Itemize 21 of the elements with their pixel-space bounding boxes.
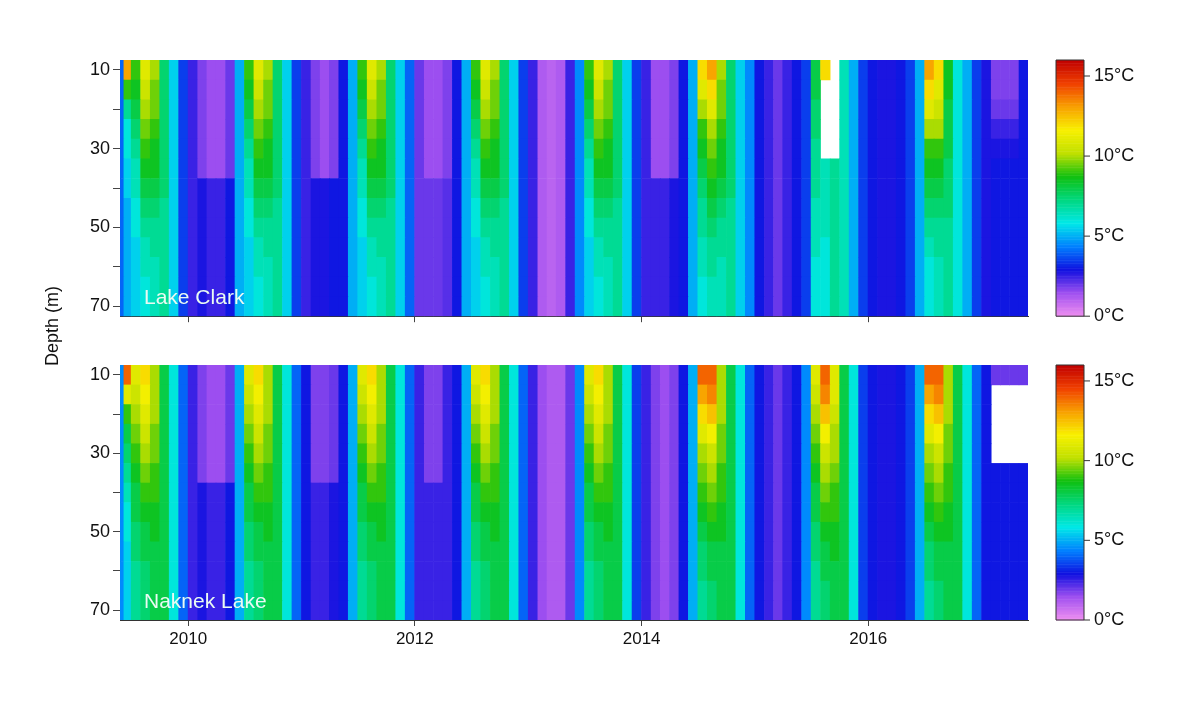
x-tick-label: 2014 [622, 628, 661, 648]
color-bar-label: 15°C [1094, 64, 1135, 85]
y-tick-label: 10 [89, 58, 110, 79]
color-bar-label: 5°C [1094, 529, 1125, 550]
y-axis-title: Depth (m) [41, 285, 63, 367]
color-bar-label: 0°C [1094, 608, 1125, 629]
y-tick-label: 70 [89, 295, 110, 316]
y-tick-label: 70 [89, 599, 110, 620]
y-tick-label: 30 [89, 137, 110, 158]
y-tick-label: 30 [89, 442, 110, 463]
y-tick-label: 50 [89, 216, 110, 237]
x-tick-label: 2016 [849, 628, 888, 648]
y-tick-label: 10 [89, 363, 110, 384]
y-tick-label: 50 [89, 520, 110, 541]
color-bar-label: 10°C [1094, 449, 1135, 470]
color-bar-label: 10°C [1094, 145, 1135, 166]
x-tick-label: 2010 [169, 628, 208, 648]
color-bar-label: 0°C [1094, 305, 1125, 326]
color-bar-label: 5°C [1094, 225, 1125, 246]
color-bar-label: 15°C [1094, 369, 1135, 390]
x-tick-label: 2012 [395, 628, 434, 648]
